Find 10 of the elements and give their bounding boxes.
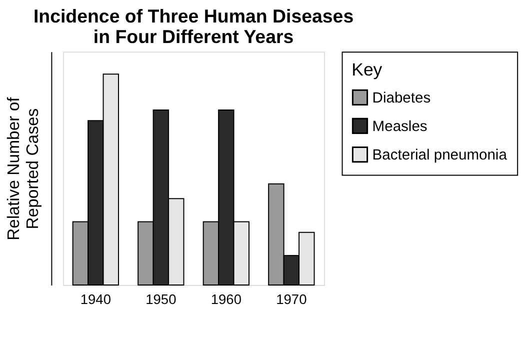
legend-label: Diabetes — [372, 90, 431, 106]
x-tick-label: 1960 — [210, 292, 242, 308]
legend-label: Measles — [372, 118, 428, 135]
chart-title: Incidence of Three Human Diseases in Four Different Years — [33, 6, 354, 48]
x-tick-label: 1940 — [80, 292, 112, 308]
x-tick-label: 1970 — [276, 292, 308, 308]
x-tick-label: 1950 — [146, 292, 177, 308]
y-axis-title: Relative Number of Reported Cases — [4, 96, 42, 240]
legend-title: Key — [352, 59, 382, 80]
legend-label: Bacterial pneumonia — [372, 147, 508, 164]
